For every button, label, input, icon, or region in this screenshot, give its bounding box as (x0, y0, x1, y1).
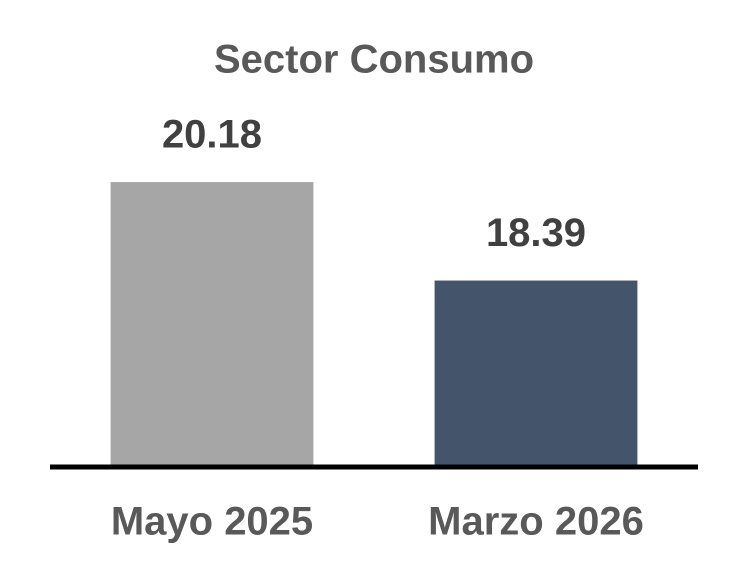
bar (434, 280, 638, 467)
bar (110, 182, 314, 467)
x-tick-label: Mayo 2025 (111, 500, 313, 544)
value-label: 18.39 (486, 211, 586, 255)
value-label: 20.18 (162, 113, 262, 157)
x-tick-label: Marzo 2026 (428, 500, 644, 544)
chart-title: Sector Consumo (214, 38, 534, 82)
